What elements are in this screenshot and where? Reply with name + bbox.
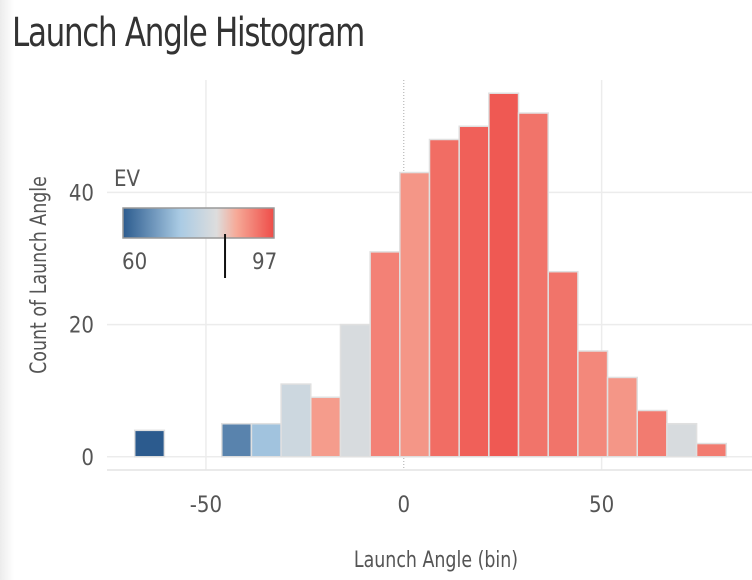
histogram-bar [547,270,579,458]
histogram-bar [369,251,401,458]
x-tick-label: -50 [190,493,222,518]
histogram-bar [695,442,728,458]
histogram-bars [133,92,728,458]
legend-title: EV [114,167,141,192]
histogram-bar [517,112,549,458]
histogram-bar [339,323,371,458]
x-tick-label: 50 [589,493,614,518]
y-axis-label: Count of Launch Angle [26,176,51,374]
histogram-bar [458,125,490,458]
x-tick-label: 0 [397,493,410,518]
histogram-bar [666,422,698,458]
y-tick-label: 40 [69,181,94,206]
ev-color-legend: EV 60 97 [114,167,277,278]
histogram-bar [636,409,668,458]
legend-min-label: 60 [122,250,147,275]
x-axis-label: Launch Angle (bin) [354,547,518,572]
y-tick-label: 0 [81,446,94,471]
x-axis-ticks: -50 0 50 [190,493,614,518]
y-axis-ticks: 0 20 40 [69,181,94,470]
histogram-bar [488,92,520,458]
y-tick-label: 20 [69,314,94,339]
chart-title: Launch Angle Histogram [12,10,365,56]
histogram-bar [221,422,253,458]
histogram-bar [428,138,460,458]
histogram-bar [250,422,282,458]
histogram-bar [133,429,166,458]
histogram-bar [577,350,609,458]
histogram-bar [310,396,342,458]
legend-gradient-bar [122,207,275,239]
histogram-bar [606,376,638,458]
histogram-bar [280,383,312,458]
histogram-bar [399,171,431,458]
legend-max-label: 97 [252,250,277,275]
